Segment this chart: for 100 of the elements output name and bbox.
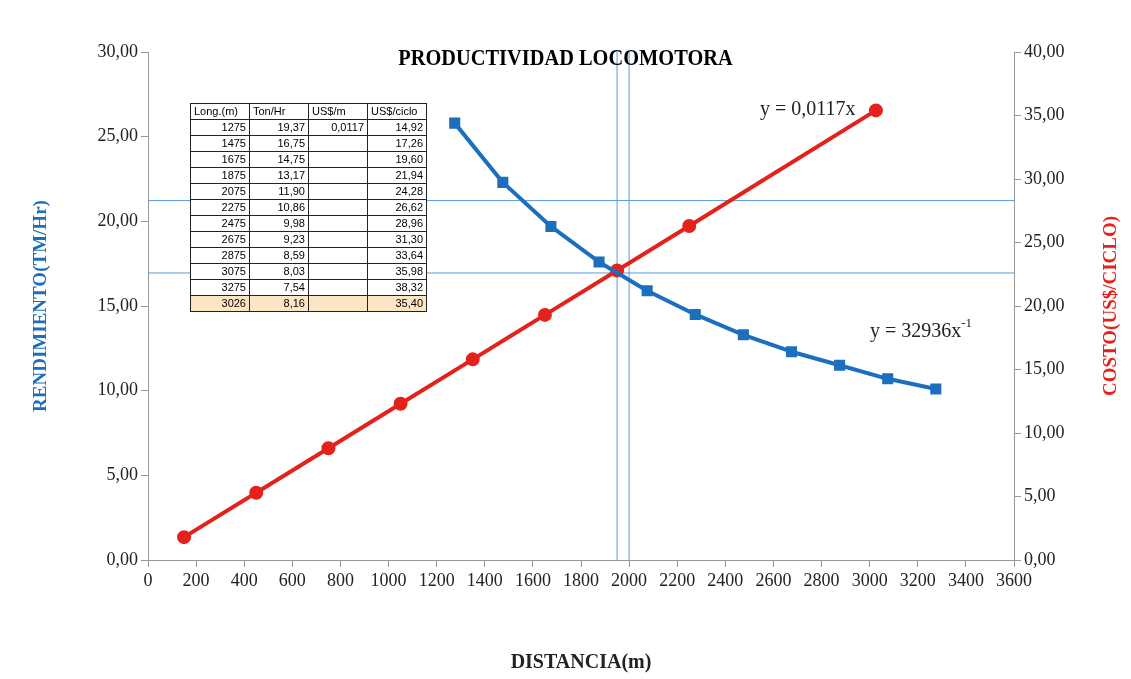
annotation: 3075 [190, 263, 250, 280]
annotation: 35,98 [367, 263, 427, 280]
y-tick-label: 30,00 [97, 40, 138, 61]
x-axis-title: DISTANCIA(m) [510, 650, 652, 674]
point [449, 117, 461, 129]
y-tick-label: 15,00 [97, 294, 138, 315]
annotation: 26,62 [367, 199, 427, 216]
x-tick-label: 2000 [611, 569, 648, 590]
annotation: 1275 [190, 119, 250, 136]
point [682, 218, 697, 233]
y-tick-label: 20,00 [97, 210, 138, 231]
annotation: 1875 [190, 167, 250, 184]
x-tick-label: 3200 [899, 569, 936, 590]
y-tick-label: 5,00 [106, 464, 138, 485]
annotation: Ton/Hr [249, 103, 309, 120]
point [177, 530, 192, 545]
x-tick-label: 3400 [947, 569, 984, 590]
x-tick-label: 400 [230, 569, 258, 590]
annotation: 0,0117 [308, 119, 368, 136]
y2-tick-label: 10,00 [1024, 421, 1065, 442]
point [834, 359, 846, 371]
annotation: 24,28 [367, 183, 427, 200]
annotation: 33,64 [367, 247, 427, 264]
x-tick-label: 0 [143, 569, 153, 590]
x-tick-label: 2600 [755, 569, 792, 590]
y2-tick-label: 20,00 [1024, 294, 1065, 315]
x-tick-label: 3000 [851, 569, 888, 590]
annotation: 11,90 [249, 183, 309, 200]
x-tick-label: 600 [278, 569, 306, 590]
annotation: 7,54 [249, 279, 309, 296]
x-tick-label: 1600 [514, 569, 551, 590]
annotation: 8,16 [249, 295, 309, 312]
y2-axis-title: COSTO(US$/CICLO) [1099, 215, 1122, 397]
point [593, 256, 605, 268]
x-tick-label: 2200 [659, 569, 696, 590]
x-tick-label: 2800 [803, 569, 840, 590]
annotation: 9,23 [249, 231, 309, 248]
annotation: 2275 [190, 199, 250, 216]
annotation: y = 0,0117x [760, 97, 856, 121]
x-tick-label: 3600 [996, 569, 1032, 590]
annotation: 31,30 [367, 231, 427, 248]
annotation: 2475 [190, 215, 250, 232]
annotation: Long.(m) [190, 103, 250, 120]
point [785, 346, 798, 358]
annotation: 14,75 [249, 151, 309, 168]
y2-tick-label: 5,00 [1024, 485, 1056, 506]
point [497, 176, 509, 188]
x-tick-label: 800 [326, 569, 354, 590]
x-tick-label: 200 [182, 569, 210, 590]
point [249, 485, 264, 500]
point [882, 373, 894, 385]
x-tick-label: 1200 [418, 569, 455, 590]
annotation: 16,75 [249, 135, 309, 152]
point [465, 352, 480, 367]
annotation: 35,40 [367, 295, 427, 312]
y2-tick-label: 30,00 [1024, 167, 1065, 188]
annotation: 28,96 [367, 215, 427, 232]
annotation: 1675 [190, 151, 250, 168]
x-tick-label: 1400 [466, 569, 503, 590]
annotation: 10,86 [249, 199, 309, 216]
point [393, 396, 408, 411]
annotation: 3026 [190, 295, 250, 312]
annotation: 21,94 [367, 167, 427, 184]
annotation: 19,37 [249, 119, 309, 136]
annotation: 8,59 [249, 247, 309, 264]
point [321, 441, 336, 456]
chart-title: PRODUCTIVIDAD LOCOMOTORA [398, 44, 733, 70]
annotation: 14,92 [367, 119, 427, 136]
point [689, 308, 701, 320]
point [930, 383, 942, 395]
point [545, 220, 557, 232]
annotation: 2675 [190, 231, 250, 248]
x-tick-label: 2400 [707, 569, 744, 590]
annotation: 2075 [190, 183, 250, 200]
y-tick-label: 0,00 [106, 548, 138, 569]
x-tick-label: 1000 [370, 569, 407, 590]
annotation: 19,60 [367, 151, 427, 168]
y2-tick-label: 35,00 [1024, 104, 1065, 125]
y2-tick-label: 25,00 [1024, 231, 1065, 252]
annotation: 38,32 [367, 279, 427, 296]
x-tick-label: 1800 [563, 569, 599, 590]
y-tick-label: 10,00 [97, 379, 138, 400]
y2-tick-label: 0,00 [1024, 548, 1056, 569]
point [641, 285, 653, 297]
y2-tick-label: 40,00 [1024, 40, 1065, 61]
annotation: 13,17 [249, 167, 309, 184]
annotation: 1475 [190, 135, 250, 152]
point [868, 103, 883, 118]
point [537, 307, 552, 322]
annotation: 17,26 [367, 135, 427, 152]
annotation: 3275 [190, 279, 250, 296]
y-axis-title: RENDIMIENTO(TM/Hr) [28, 200, 51, 412]
annotation: US$/ciclo [367, 103, 427, 120]
y2-tick-label: 15,00 [1024, 358, 1065, 379]
annotation: 9,98 [249, 215, 309, 232]
annotation: 2875 [190, 247, 250, 264]
annotation: US$/m [308, 103, 368, 120]
point [737, 329, 749, 341]
annotation: 8,03 [249, 263, 309, 280]
y-tick-label: 25,00 [97, 125, 138, 146]
